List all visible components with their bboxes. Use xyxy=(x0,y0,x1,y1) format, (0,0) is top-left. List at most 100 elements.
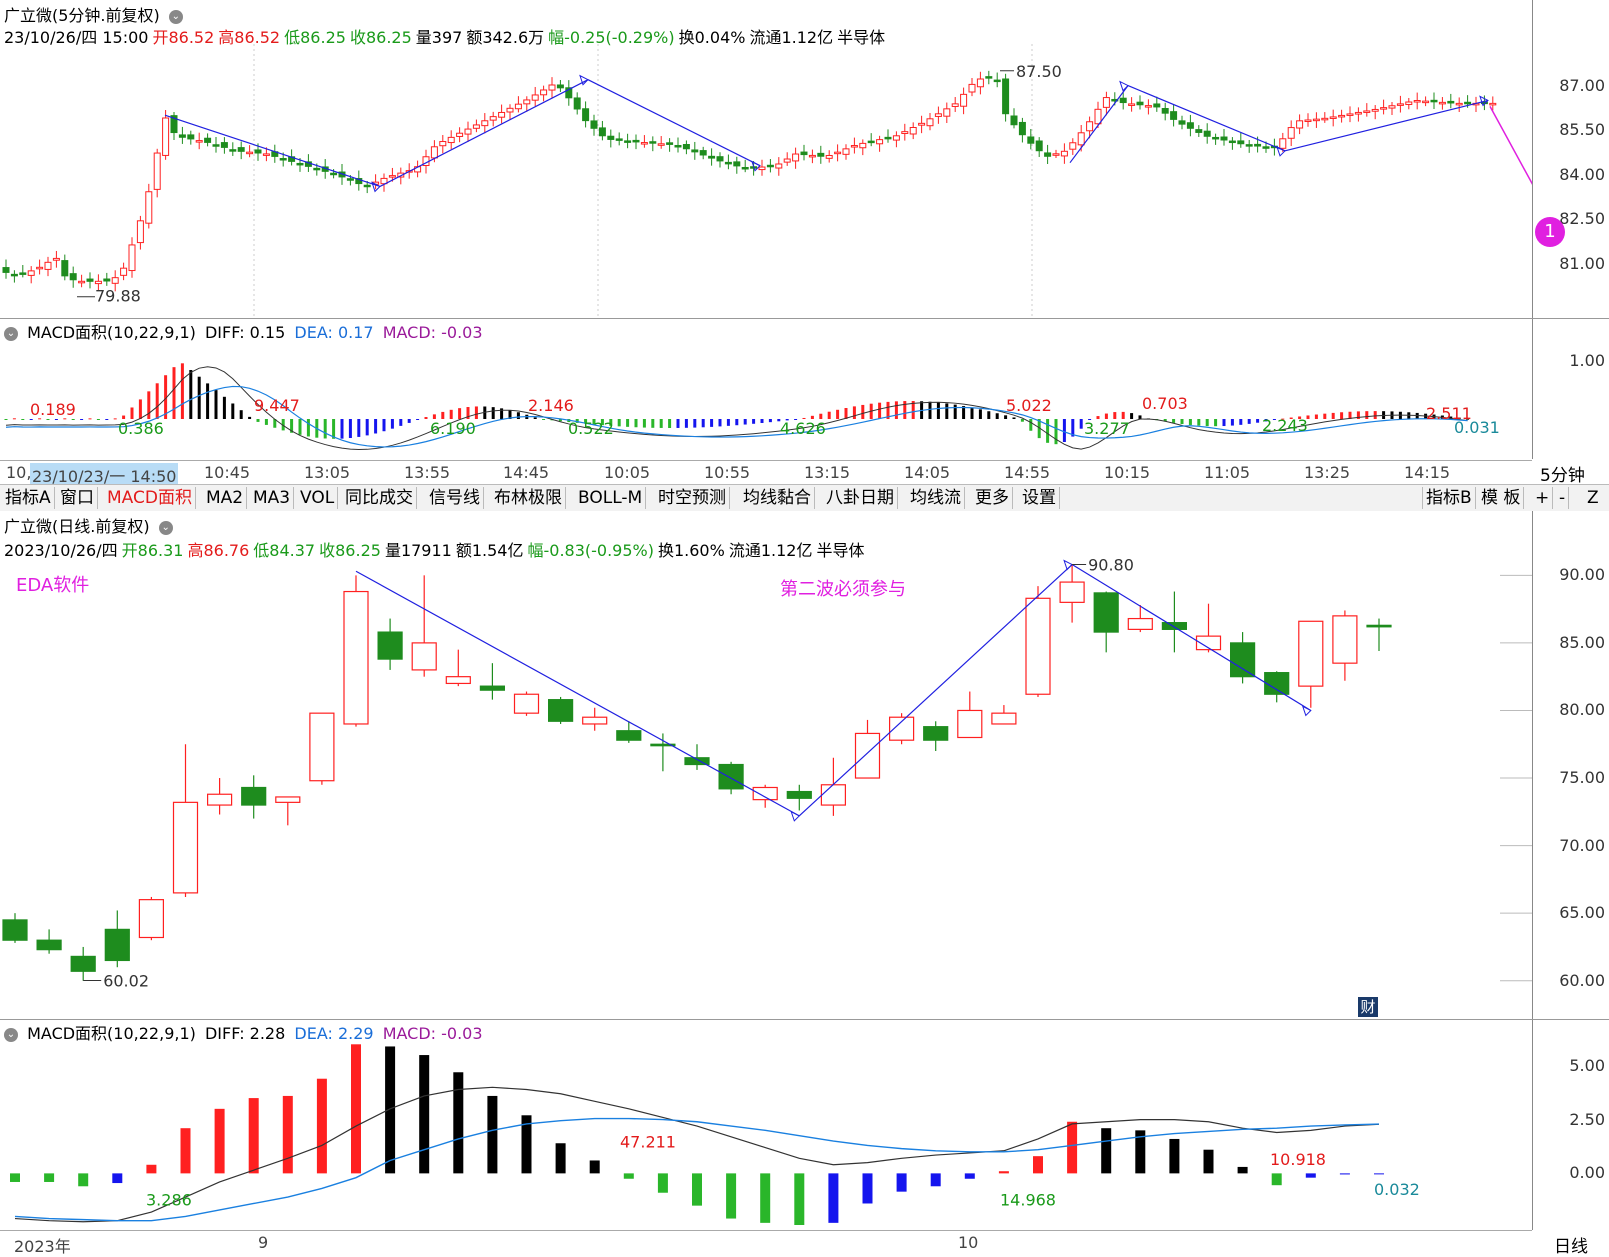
toolbar-item-indicator-b[interactable]: 指标B xyxy=(1422,487,1476,509)
toolbar-item-bagua-date[interactable]: 八卦日期 xyxy=(823,487,898,509)
toolbar-item-macd-area[interactable]: MACD面积 xyxy=(104,487,196,509)
chevron-down-icon[interactable]: ⌄ xyxy=(158,520,173,535)
macd-bar xyxy=(105,419,109,420)
macd-bar xyxy=(1203,1149,1214,1174)
intraday-amount: 额342.6万 xyxy=(466,28,545,47)
dea-line xyxy=(14,1117,1380,1222)
macd-bar xyxy=(626,419,630,427)
toolbar-item-spacetime-forecast[interactable]: 时空预测 xyxy=(655,487,730,509)
macd-bar xyxy=(96,419,100,420)
macd-area-label: 47.211 xyxy=(620,1133,676,1152)
toolbar-item-vol[interactable]: VOL xyxy=(297,487,339,509)
macd-bar xyxy=(80,419,84,420)
toolbar-item-ma-bond[interactable]: 均线黏合 xyxy=(740,487,815,509)
candle-body xyxy=(752,786,778,801)
macd-bar xyxy=(46,419,50,420)
macd-bar xyxy=(558,419,562,422)
macd-bar xyxy=(172,367,176,419)
toolbar-item-yoy-volume[interactable]: 同比成交 xyxy=(342,487,417,509)
candle-body xyxy=(766,164,774,168)
macd-bar xyxy=(589,1160,600,1174)
macd-area-label: 5.022 xyxy=(1006,396,1052,415)
candle-body xyxy=(901,131,909,134)
macd-bar xyxy=(953,404,957,419)
candle-body xyxy=(1094,108,1102,125)
chevron-down-icon[interactable]: ⌄ xyxy=(4,326,18,341)
cai-badge[interactable]: 财 xyxy=(1358,997,1378,1017)
price-tick: 81.00 xyxy=(1559,253,1605,273)
daily-datetime: 2023/10/26/四 xyxy=(4,541,118,560)
candle-body xyxy=(1002,78,1010,115)
time-label: 10:05 xyxy=(604,463,651,482)
time-label: 13:55 xyxy=(404,463,451,482)
macd-bar xyxy=(894,401,898,419)
intraday-macd-chart[interactable]: 0.189 0.386 9.447 6.190 2.146 0.522 4.626 5.022… xyxy=(0,339,1532,459)
time-label: 14:15 xyxy=(1404,463,1451,482)
candle-body xyxy=(1430,99,1438,103)
macd-bar xyxy=(298,419,302,435)
price-tick: 87.00 xyxy=(1559,75,1605,95)
candle-body xyxy=(993,79,1001,83)
signal-badge[interactable]: 1 xyxy=(1535,217,1565,247)
macd-bar xyxy=(516,412,520,419)
candle-body xyxy=(104,928,130,962)
candle-body xyxy=(817,152,825,157)
toolbar-item-template[interactable]: 模 板 xyxy=(1478,487,1525,509)
toolbar-item-ma2[interactable]: MA2 xyxy=(203,487,248,509)
z-button[interactable]: Z xyxy=(1587,488,1599,508)
zoom-in-button[interactable]: + xyxy=(1532,487,1554,509)
time-label: 13:25 xyxy=(1304,463,1351,482)
macd-bar xyxy=(256,419,260,422)
macd-bar xyxy=(1169,1138,1180,1174)
macd-bar xyxy=(483,406,487,419)
candle-body xyxy=(70,955,96,972)
toolbar-item-more[interactable]: 更多 xyxy=(972,487,1013,509)
toolbar-item-ma-flow[interactable]: 均线流 xyxy=(907,487,965,509)
intraday-macd-panel[interactable]: ⌄ MACD面积(10,22,9,1) DIFF: 0.15 DEA: 0.17… xyxy=(0,319,1532,459)
macd-bar xyxy=(1163,419,1167,422)
price-tick: 70.00 xyxy=(1559,835,1605,855)
macd-bar xyxy=(138,399,142,419)
candle-body xyxy=(547,699,574,722)
zoom-out-button[interactable]: - xyxy=(1556,487,1570,509)
macd-bar xyxy=(970,407,974,419)
chevron-down-icon[interactable]: ⌄ xyxy=(168,9,183,24)
daily-candles[interactable]: 60.02 90.80 xyxy=(0,511,1532,1019)
candle-body xyxy=(792,153,800,162)
macd-bar xyxy=(844,408,848,419)
candle-body xyxy=(346,178,354,181)
macd-bar xyxy=(1046,419,1050,443)
macd-bar xyxy=(164,375,168,419)
candle-body xyxy=(640,142,648,145)
time-label: 13:05 xyxy=(304,463,351,482)
period-label-daily[interactable]: 日线 xyxy=(1554,1237,1588,1257)
toolbar-item-bollinger-limit[interactable]: 布林极限 xyxy=(491,487,566,509)
daily-macd-panel[interactable]: ⌄ MACD面积(10,22,9,1) DIFF: 2.28 DEA: 2.29… xyxy=(0,1020,1532,1230)
toolbar-item-window[interactable]: 窗口 xyxy=(57,487,98,509)
candle-body xyxy=(523,99,531,105)
macd-area-label: 14.968 xyxy=(1000,1191,1056,1210)
chevron-down-icon[interactable]: ⌄ xyxy=(4,1027,18,1042)
date-label: 9 xyxy=(258,1233,269,1252)
macd-bar xyxy=(987,411,991,419)
daily-macd-chart[interactable]: 3.286 47.211 14.968 10.918 0.032 xyxy=(0,1020,1532,1230)
toolbar-item-ma3[interactable]: MA3 xyxy=(250,487,295,509)
price-tick: 85.00 xyxy=(1559,632,1605,652)
period-label-5min[interactable]: 5分钟 xyxy=(1540,466,1585,486)
trend-line xyxy=(1284,99,1489,152)
macd-bar xyxy=(693,419,697,428)
toolbar-item-indicator-a[interactable]: 指标A xyxy=(2,487,55,509)
candle-body xyxy=(170,115,178,134)
time-label: 14:45 xyxy=(503,463,550,482)
intraday-candles[interactable]: 79.88 87.50 xyxy=(0,44,1532,318)
intraday-chart-panel[interactable]: 广立微(5分钟.前复权) ⌄ 23/10/26/四 15:00 开86.52 高86… xyxy=(0,0,1532,318)
daily-chart-panel[interactable]: 广立微(日线.前复权) ⌄ 2023/10/26/四 开86.31 高86.76 低8… xyxy=(0,511,1532,1019)
toolbar-item-boll-m[interactable]: BOLL-M xyxy=(575,487,647,509)
macd-bar xyxy=(1230,419,1234,426)
toolbar-item-signal-line[interactable]: 信号线 xyxy=(426,487,484,509)
macd-bar xyxy=(248,416,252,419)
daily-macd-dea: DEA: 2.29 xyxy=(294,1024,374,1043)
daily-close-label: 收 xyxy=(319,541,336,560)
candle-body xyxy=(309,712,335,782)
toolbar-item-settings[interactable]: 设置 xyxy=(1019,487,1060,509)
